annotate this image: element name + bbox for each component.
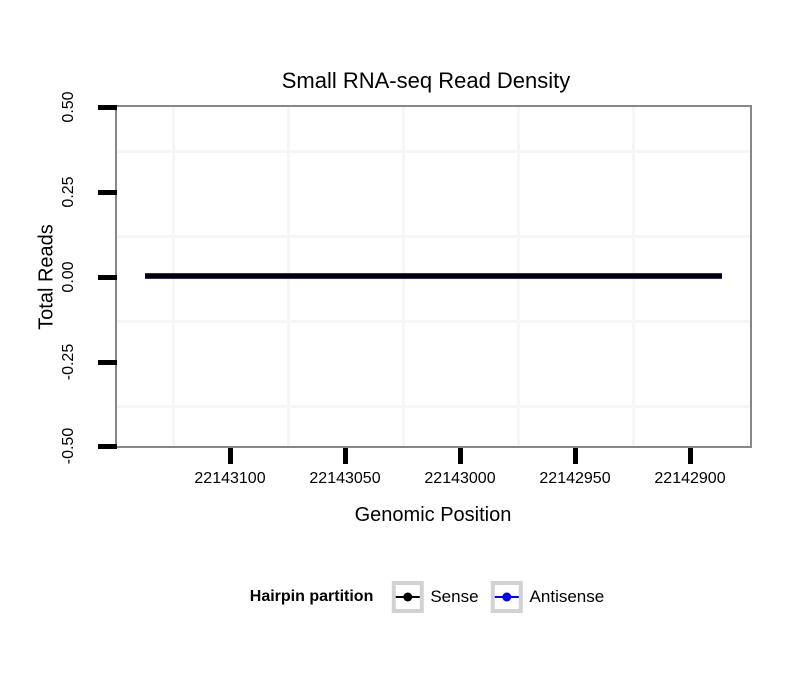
y-tick-label: 0.00 — [60, 261, 77, 293]
legend: Hairpin partition Sense Antisense — [250, 581, 616, 613]
y-tick-label: 0.25 — [60, 176, 77, 208]
y-axis-tick — [98, 274, 117, 280]
minor-gridline-horizontal — [117, 235, 750, 238]
antisense-dot-icon — [502, 592, 512, 602]
y-axis-tick — [98, 443, 117, 449]
legend-label-sense: Sense — [430, 587, 479, 606]
x-tick-label: 22143050 — [309, 470, 381, 487]
x-tick-label: 22142950 — [539, 470, 611, 487]
y-axis-tick — [98, 104, 117, 110]
x-axis-tick — [458, 448, 463, 464]
x-axis-tick — [573, 448, 578, 464]
x-tick-label: 22142900 — [654, 470, 726, 487]
x-axis-tick — [343, 448, 348, 464]
minor-gridline-horizontal — [117, 320, 750, 323]
legend-key-antisense — [490, 581, 523, 613]
minor-gridline-horizontal — [117, 150, 750, 153]
y-axis-tick — [98, 359, 117, 365]
legend-label-antisense: Antisense — [529, 587, 605, 606]
y-axis-title: Total Reads — [35, 224, 58, 330]
legend-title: Hairpin partition — [249, 588, 374, 605]
x-axis-tick — [688, 448, 693, 464]
x-axis-title: Genomic Position — [354, 504, 512, 526]
y-tick-label: -0.25 — [60, 343, 77, 381]
y-tick-label: -0.50 — [60, 427, 77, 465]
plot-title: Small RNA-seq Read Density — [281, 68, 571, 93]
x-axis-tick — [228, 448, 233, 464]
y-axis-tick — [98, 189, 117, 195]
y-tick-label: 0.50 — [60, 91, 77, 123]
x-tick-label: 22143100 — [194, 470, 266, 487]
legend-key-sense — [391, 581, 424, 613]
minor-gridline-horizontal — [117, 405, 750, 408]
series-line-zero-reads — [145, 273, 722, 279]
x-tick-label: 22143000 — [424, 470, 496, 487]
sense-dot-icon — [402, 592, 412, 602]
